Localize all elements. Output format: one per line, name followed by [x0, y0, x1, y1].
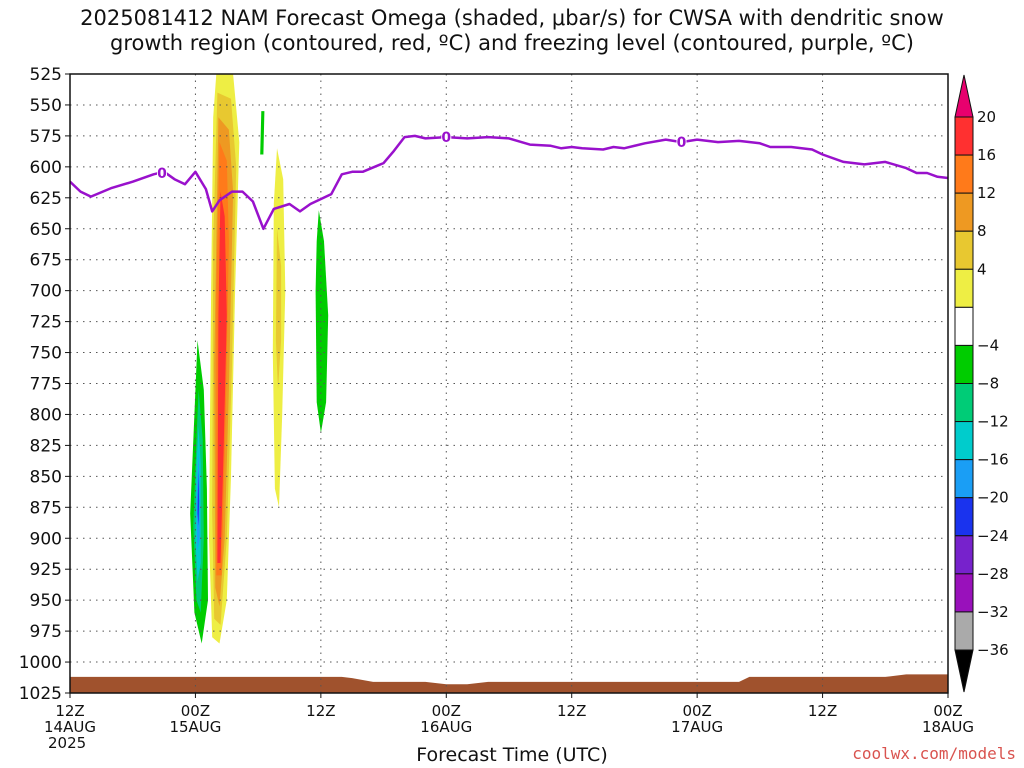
- colorbar-label-10: −24: [977, 527, 1009, 545]
- plot-area: 0 0 0 525 550 575 600 625 650 675 700 725 750 775 800 8…: [19, 65, 974, 752]
- colorbar-box-3: [954, 230, 974, 270]
- y-tick-label-600: 600: [30, 158, 62, 178]
- colorbar-box-4: [954, 268, 974, 308]
- y-tick-label-575: 575: [30, 127, 62, 147]
- freezing-label-bg-1: [441, 129, 452, 145]
- omega-area-6: [275, 228, 282, 390]
- freezing-label-bg-0: [156, 165, 167, 181]
- y-tick-label-800: 800: [30, 405, 62, 425]
- y-tick-label-775: 775: [30, 375, 62, 395]
- colorbar-box-2: [954, 192, 974, 232]
- y-tick-label-900: 900: [30, 529, 62, 549]
- freezing-level-label-0: 0: [157, 166, 167, 182]
- colorbar: 20 16 12 8 4 −4 −8 −12 −16 −20 −24 −28 −32 −36: [954, 74, 1009, 693]
- colorbar-box-12: [954, 573, 974, 613]
- y-tick-label-825: 825: [30, 436, 62, 456]
- colorbar-box-6: [954, 344, 974, 384]
- freezing-level-label-2: 0: [677, 135, 687, 151]
- colorbar-label-13: −36: [977, 641, 1009, 659]
- x-tick-label-48-0: 12Z: [557, 702, 586, 720]
- y-tick-label-850: 850: [30, 467, 62, 487]
- colorbar-box-11: [954, 535, 974, 575]
- colorbar-label-6: −8: [977, 375, 999, 393]
- colorbar-bottom-arrow: [954, 649, 974, 693]
- colorbar-label-2: 12: [977, 184, 996, 202]
- colorbar-box-10: [954, 497, 974, 537]
- x-tick-label-0-2: 2025: [48, 734, 86, 752]
- chart-title: 2025081412 NAM Forecast Omega (shaded, μ…: [0, 6, 1024, 56]
- colorbar-box-5: [954, 306, 974, 346]
- x-tick-label-84-1: 18AUG: [922, 718, 974, 736]
- freezing-label-bg-2: [676, 134, 687, 150]
- colorbar-box-0: [954, 116, 974, 156]
- colorbar-box-9: [954, 459, 974, 499]
- plot-content: 0 0 0: [70, 74, 948, 693]
- y-tick-label-1000: 1000: [19, 653, 62, 673]
- colorbar-box-1: [954, 154, 974, 194]
- colorbar-label-4: 4: [977, 260, 987, 278]
- x-tick-label-12-1: 15AUG: [169, 718, 221, 736]
- omega-area-7: [260, 111, 265, 155]
- freezing-level-label-1: 0: [441, 130, 451, 146]
- x-axis-label: Forecast Time (UTC): [416, 744, 608, 766]
- colorbar-label-7: −12: [977, 413, 1009, 431]
- colorbar-top-arrow: [954, 74, 974, 118]
- terrain-fill: [70, 674, 948, 693]
- y-tick-label-750: 750: [30, 344, 62, 364]
- colorbar-label-9: −20: [977, 489, 1009, 507]
- chart-title-line-2: growth region (contoured, red, ºC) and f…: [110, 31, 914, 55]
- y-tick-label-925: 925: [30, 560, 62, 580]
- x-tick-label-36-1: 16AUG: [420, 718, 472, 736]
- y-tick-label-650: 650: [30, 220, 62, 240]
- y-tick-label-725: 725: [30, 313, 62, 333]
- colorbar-box-7: [954, 383, 974, 423]
- x-tick-label-36-0: 00Z: [432, 702, 461, 720]
- x-tick-label-0-0: 12Z: [55, 702, 84, 720]
- y-tick-label-875: 875: [30, 498, 62, 518]
- y-tick-label-550: 550: [30, 96, 62, 116]
- x-tick-label-12-0: 00Z: [181, 702, 210, 720]
- colorbar-box-13: [954, 611, 974, 651]
- y-tick-label-950: 950: [30, 591, 62, 611]
- x-tick-label-0-1: 14AUG: [44, 718, 96, 736]
- chart-title-line-1: 2025081412 NAM Forecast Omega (shaded, μ…: [80, 6, 944, 30]
- colorbar-label-11: −28: [977, 565, 1009, 583]
- colorbar-label-5: −4: [977, 336, 999, 354]
- y-tick-label-1025: 1025: [19, 684, 62, 704]
- y-tick-label-525: 525: [30, 65, 62, 85]
- x-tick-label-72-0: 12Z: [808, 702, 837, 720]
- colorbar-label-0: 20: [977, 108, 996, 126]
- credit-text: coolwx.com/models: [852, 744, 1016, 763]
- y-tick-label-625: 625: [30, 189, 62, 209]
- colorbar-label-1: 16: [977, 146, 996, 164]
- freezing-level-line: [70, 134, 948, 231]
- colorbar-label-8: −16: [977, 451, 1009, 469]
- x-tick-label-60-1: 17AUG: [671, 718, 723, 736]
- omega-area-13: [197, 470, 200, 526]
- colorbar-label-3: 8: [977, 222, 987, 240]
- omega-area-8: [315, 210, 329, 433]
- colorbar-box-8: [954, 421, 974, 461]
- omega-area-4: [217, 191, 227, 563]
- x-tick-label-84-0: 00Z: [933, 702, 962, 720]
- y-tick-label-675: 675: [30, 251, 62, 271]
- y-tick-label-700: 700: [30, 282, 62, 302]
- y-tick-label-975: 975: [30, 622, 62, 642]
- x-tick-label-60-0: 00Z: [682, 702, 711, 720]
- x-tick-label-24-0: 12Z: [306, 702, 335, 720]
- colorbar-label-12: −32: [977, 603, 1009, 621]
